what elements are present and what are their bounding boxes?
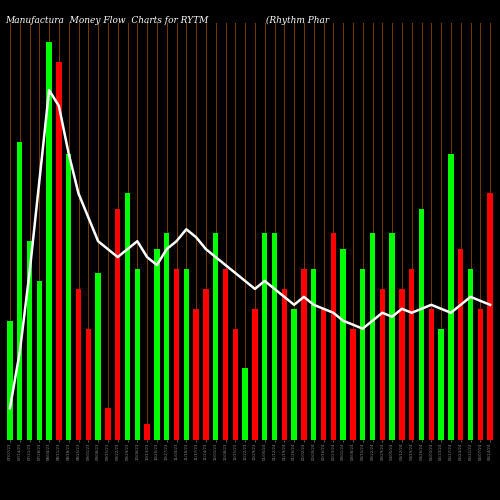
Bar [66,154,71,440]
Bar [428,309,434,440]
Bar [125,194,130,440]
Bar [301,269,306,440]
Bar [76,289,81,440]
Bar [272,233,277,440]
Bar [468,269,473,440]
Bar [194,309,199,440]
Bar [478,309,483,440]
Bar [232,328,238,440]
Bar [115,210,120,440]
Bar [184,269,189,440]
Bar [164,233,170,440]
Bar [242,368,248,440]
Bar [292,309,297,440]
Bar [409,269,414,440]
Bar [134,269,140,440]
Bar [86,328,91,440]
Bar [380,289,385,440]
Bar [96,273,101,440]
Bar [488,194,493,440]
Bar [311,269,316,440]
Bar [360,269,366,440]
Bar [252,309,258,440]
Bar [56,62,62,440]
Bar [144,424,150,440]
Bar [321,309,326,440]
Bar [174,269,179,440]
Bar [340,249,346,440]
Bar [213,233,218,440]
Bar [27,241,32,440]
Bar [17,142,22,440]
Bar [438,328,444,440]
Bar [350,328,356,440]
Bar [105,408,110,440]
Bar [46,42,52,440]
Bar [7,320,12,440]
Bar [448,154,454,440]
Text: Manufactura  Money Flow  Charts for RYTM                    (Rhythm Phar        : Manufactura Money Flow Charts for RYTM (… [5,16,500,25]
Bar [36,281,42,440]
Bar [203,289,208,440]
Bar [154,249,160,440]
Bar [370,233,375,440]
Bar [390,233,395,440]
Bar [458,249,464,440]
Bar [223,269,228,440]
Bar [399,289,404,440]
Bar [419,210,424,440]
Bar [330,233,336,440]
Bar [282,289,287,440]
Bar [262,233,268,440]
